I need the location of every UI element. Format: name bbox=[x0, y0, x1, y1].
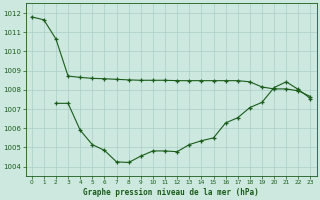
X-axis label: Graphe pression niveau de la mer (hPa): Graphe pression niveau de la mer (hPa) bbox=[83, 188, 259, 197]
